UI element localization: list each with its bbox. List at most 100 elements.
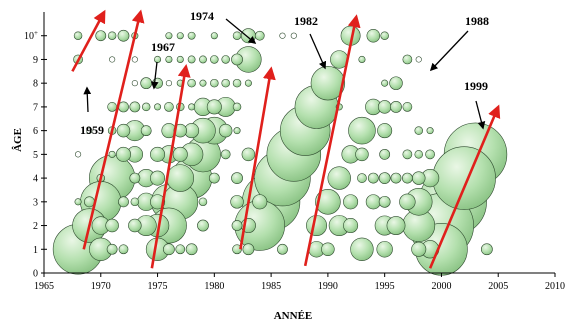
bubble xyxy=(389,76,403,90)
bubble xyxy=(107,31,117,40)
cohort-pointer-arrow xyxy=(83,86,92,113)
bubble xyxy=(163,243,175,256)
bubble xyxy=(414,150,423,159)
bubble xyxy=(367,172,379,184)
bubble xyxy=(140,77,153,90)
x-tick-label: 1965 xyxy=(34,281,54,292)
cohort-label: 1974 xyxy=(190,9,214,23)
cohort-pointer-arrow xyxy=(225,18,257,44)
x-tick-label: 1975 xyxy=(148,281,168,292)
y-tick-label: 8 xyxy=(33,79,38,90)
cohort-label: 1959 xyxy=(80,123,104,137)
bubble xyxy=(220,149,231,160)
bubble xyxy=(380,31,389,40)
bubble xyxy=(343,218,359,234)
bubble xyxy=(154,103,162,111)
cohort-pointer-arrow xyxy=(150,61,159,90)
x-tick-label: 1990 xyxy=(318,281,338,292)
bubble xyxy=(165,55,173,63)
bubble xyxy=(150,170,166,186)
y-tick-label: 9 xyxy=(33,55,38,66)
bubble xyxy=(141,102,151,112)
bubble xyxy=(390,101,402,113)
bubble xyxy=(232,78,242,88)
y-tick-label: 3 xyxy=(33,197,38,208)
bubble xyxy=(210,55,219,64)
bubble xyxy=(131,56,138,63)
bubble-layer xyxy=(52,25,508,276)
y-axis-title: ÂGE xyxy=(12,128,24,152)
cohort-pointer-arrow xyxy=(475,100,486,130)
bubble xyxy=(221,55,230,64)
bubble xyxy=(176,55,184,63)
bubble xyxy=(74,151,82,158)
bubble xyxy=(129,101,141,113)
x-tick-label: 1995 xyxy=(375,281,395,292)
bubble xyxy=(377,100,392,114)
bubble xyxy=(480,243,493,256)
bubble xyxy=(150,194,166,210)
bubble xyxy=(348,116,376,145)
bubble xyxy=(358,55,366,63)
x-tick-label: 1970 xyxy=(91,281,111,292)
bubble xyxy=(411,241,427,257)
bubble xyxy=(366,28,381,43)
bubble xyxy=(231,220,243,231)
bubble xyxy=(118,244,129,255)
bubble xyxy=(233,127,241,135)
bubble xyxy=(390,172,402,184)
bubble xyxy=(231,53,243,66)
cohort-label: 1967 xyxy=(151,40,175,54)
cohort-label: 1988 xyxy=(465,14,489,28)
bubble xyxy=(128,218,142,233)
bubble xyxy=(415,56,422,63)
bubble xyxy=(172,146,188,162)
bubble xyxy=(118,196,129,208)
cohort-arrow xyxy=(428,104,501,269)
bubble xyxy=(140,125,152,137)
cohort-arrow xyxy=(82,9,145,250)
bubble xyxy=(386,216,406,235)
bubble xyxy=(73,31,83,40)
bubble xyxy=(86,127,93,134)
bubble xyxy=(164,102,174,112)
cohort-arrow xyxy=(239,66,276,250)
bubble xyxy=(210,32,218,40)
cohort-pointer-arrow xyxy=(429,30,469,72)
cohort-arrow-layer xyxy=(71,9,501,269)
x-tick-label: 2000 xyxy=(431,281,451,292)
bubble xyxy=(187,31,196,40)
bubble xyxy=(232,31,242,40)
bubble xyxy=(206,99,222,115)
y-tick-label: 10+ xyxy=(24,29,38,42)
bubble xyxy=(432,146,496,210)
bubble xyxy=(175,244,186,255)
y-tick-label: 4 xyxy=(33,174,38,185)
bubble xyxy=(279,32,286,39)
bubble xyxy=(188,103,196,111)
y-tick-label: 5 xyxy=(33,150,38,161)
bubble xyxy=(116,123,131,138)
bubble xyxy=(199,55,207,64)
bubble xyxy=(131,80,138,87)
bubble xyxy=(327,166,351,190)
bubble xyxy=(402,102,413,112)
bubble xyxy=(154,55,162,63)
bubble xyxy=(425,149,435,160)
bubble xyxy=(108,150,116,158)
bubble xyxy=(187,55,196,64)
bubble xyxy=(310,65,346,101)
x-tick-label: 1980 xyxy=(204,281,224,292)
bubble xyxy=(402,149,413,160)
bubble xyxy=(165,80,172,87)
bubble xyxy=(166,164,195,192)
bubble xyxy=(117,29,130,42)
bubble xyxy=(109,56,116,63)
y-tick-label: 1 xyxy=(33,245,38,256)
bubble xyxy=(378,172,391,184)
cohort-label: 1999 xyxy=(464,79,488,93)
x-tick-label: 2010 xyxy=(545,281,565,292)
bubble xyxy=(315,189,341,215)
bubble xyxy=(277,243,288,255)
